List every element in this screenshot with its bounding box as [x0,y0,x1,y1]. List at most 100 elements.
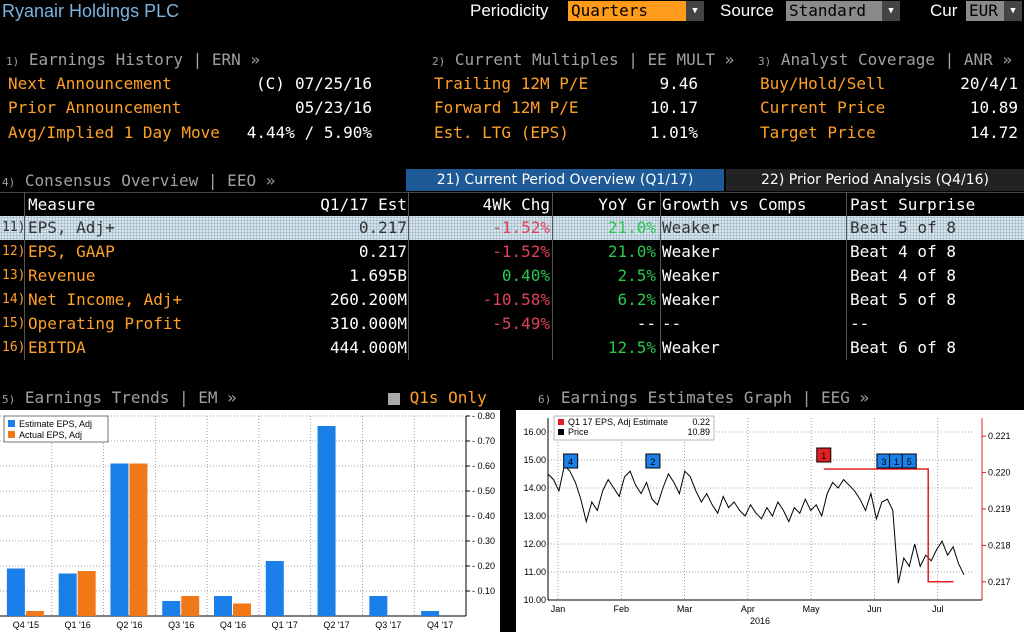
legend-swatch [8,420,15,427]
table-row[interactable]: 15) Operating Profit 310.000M -5.49% -- -- -- [0,312,1024,336]
row-yoy-growth: -- [636,314,656,333]
q1s-only-checkbox[interactable]: Q1s Only [388,388,487,407]
bar-actual [129,463,148,616]
y-left-tick-label: 16.00 [523,427,546,437]
row-number: 14) [2,292,26,307]
chevron-down-icon: ▼ [1004,1,1022,21]
col-header-yoy[interactable]: YoY Gr [598,195,656,214]
section-number: 4) [2,176,16,189]
row-number: 15) [2,316,26,331]
legend-swatch [558,419,564,425]
section-title-text: Earnings Trends | EM » [24,388,237,407]
section-number: 1) [6,55,20,68]
table-row[interactable]: 11) EPS, Adj+ 0.217 -1.52% 21.0% Weaker Beat 5… [0,216,1024,240]
row-estimate: 0.217 [358,242,407,261]
row-4wk-change: -10.58% [482,290,550,309]
row-growth-vs-comps: Weaker [662,338,720,357]
event-marker-label: 5 [907,457,912,467]
x-tick-label: Q3 '17 [375,620,401,630]
bar-estimate [58,573,77,616]
section-title-text: Earnings History | ERN » [28,50,261,69]
x-tick-label: Q1 '17 [272,620,298,630]
ac-value: 10.89 [969,98,1018,117]
table-row[interactable]: 16) EBITDA 444.000M 12.5% Weaker Beat 6 of 8 [0,336,1024,360]
section-number: 5) [2,393,16,406]
row-measure: EPS, Adj+ [28,218,115,237]
col-header-est[interactable]: Q1/17 Est [320,195,407,214]
y-left-tick-label: 14.00 [523,483,546,493]
cm-value: 1.01% [649,123,698,142]
row-growth-vs-comps: Weaker [662,266,720,285]
x-tick-label: Q2 '17 [323,620,349,630]
row-yoy-growth: 21.0% [607,242,656,261]
checkbox-icon [388,392,400,405]
legend-value: 10.89 [687,427,710,437]
currency-dropdown[interactable]: EUR ▼ [966,1,1022,21]
y-right-tick-label: 0.217 [988,577,1011,587]
tab-prior-period[interactable]: 22) Prior Period Analysis (Q4/16) [726,169,1024,191]
col-header-surprise[interactable]: Past Surprise [850,195,976,214]
row-number: 16) [2,340,26,355]
row-past-surprise: -- [850,314,870,333]
bar-actual [181,596,200,616]
event-marker [816,447,832,463]
row-4wk-change: -5.49% [492,314,550,333]
current-multiples-title[interactable]: 2) Current Multiples | EE MULT » [432,50,734,69]
earnings-trends-title[interactable]: 5) Earnings Trends | EM » [2,388,237,407]
row-number: 11) [2,220,26,235]
legend-swatch [558,429,564,435]
bar-estimate [317,426,336,616]
source-label: Source [720,1,774,20]
bar-estimate [421,611,440,616]
x-tick-label: Mar [677,604,693,614]
y-tick-label: - 0.10 [472,586,495,596]
section-number: 3) [758,55,772,68]
x-tick-label: Feb [614,604,630,614]
table-row[interactable]: 13) Revenue 1.695B 0.40% 2.5% Weaker Beat 4 of… [0,264,1024,288]
analyst-coverage-title[interactable]: 3) Analyst Coverage | ANR » [758,50,1012,69]
col-header-growth[interactable]: Growth vs Comps [662,195,807,214]
col-header-chg[interactable]: 4Wk Chg [482,195,550,214]
ac-value: 20/4/1 [960,74,1018,93]
q1s-only-label: Q1s Only [409,388,487,407]
earnings-graph-title[interactable]: 6) Earnings Estimates Graph | EEG » [538,388,869,407]
y-tick-label: - 0.30 [472,536,495,546]
y-right-tick-label: 0.221 [988,431,1011,441]
row-measure: Net Income, Adj+ [28,290,183,309]
col-header-measure[interactable]: Measure [28,195,96,214]
bar-estimate [214,596,232,616]
y-tick-label: - 0.20 [472,561,495,571]
earnings-estimates-chart[interactable]: 10.00 11.00 12.00 13.00 14.00 15.00 16.00 0.217… [516,410,1024,632]
row-measure: EBITDA [28,338,86,357]
y-tick-label: - 0.40 [472,511,495,521]
chevron-down-icon: ▼ [882,1,900,21]
source-dropdown[interactable]: Standard ▼ [786,1,900,21]
x-tick-label: Jan [551,604,566,614]
x-tick-label: Jul [932,604,944,614]
row-estimate: 0.217 [358,218,407,237]
eh-label: Avg/Implied 1 Day Move [8,123,220,142]
bar-estimate [265,561,284,616]
eh-label: Prior Announcement [8,98,182,117]
event-marker-label: 3 [881,457,886,467]
table-row[interactable]: 12) EPS, GAAP 0.217 -1.52% 21.0% Weaker Beat 4… [0,240,1024,264]
cm-label: Trailing 12M P/E [434,74,589,93]
section-title-text: Earnings Estimates Graph | EEG » [560,388,870,407]
tab-current-period[interactable]: 21) Current Period Overview (Q1/17) [406,169,724,191]
legend-swatch [8,431,15,438]
currency-label: Cur [930,1,958,20]
legend-box [553,415,715,441]
y-left-tick-label: 10.00 [523,595,546,605]
chevron-down-icon: ▼ [686,1,704,21]
consensus-title[interactable]: 4) Consensus Overview | EEO » [2,171,275,190]
y-left-tick-label: 12.00 [523,539,546,549]
eh-value: 05/23/16 [294,98,372,117]
table-row[interactable]: 14) Net Income, Adj+ 260.200M -10.58% 6.2% We… [0,288,1024,312]
ac-label: Current Price [760,98,886,117]
ac-label: Buy/Hold/Sell [760,74,886,93]
x-tick-label: Q4 '17 [427,620,453,630]
currency-value: EUR [969,1,998,20]
earnings-trends-chart[interactable]: - 0.10 - 0.20 - 0.30 - 0.40 - 0.50 - 0.60 - 0.… [0,410,500,632]
earnings-history-title[interactable]: 1) Earnings History | ERN » [6,50,260,69]
periodicity-dropdown[interactable]: Quarters ▼ [568,1,704,21]
